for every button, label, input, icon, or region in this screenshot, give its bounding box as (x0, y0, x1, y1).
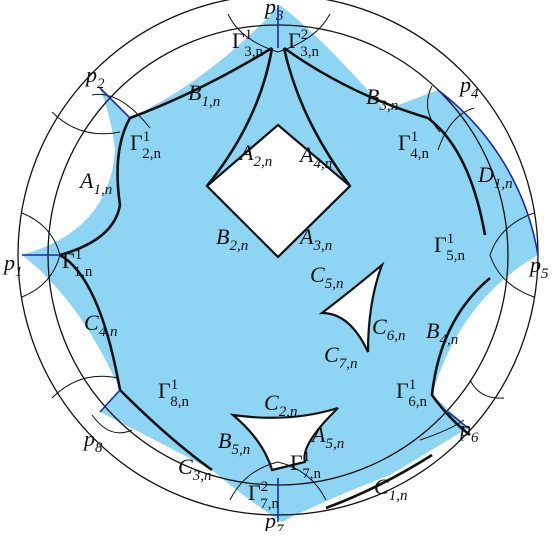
arc_labels-label-c4: C4,n (84, 310, 117, 340)
arc_labels-label-c2: C2,n (264, 390, 297, 420)
arc_labels-label-c5: C5,n (310, 262, 343, 292)
vertices-label-p4: p4 (458, 72, 479, 102)
gamma_labels-label-g51: Γ1 5,n (434, 231, 465, 264)
arc_labels-label-a3: A3,n (298, 224, 332, 254)
vertices-label-p5: p5 (528, 252, 549, 282)
gamma-labels: Γ1 3,n Γ2 3,n Γ1 2,n Γ1 4,n Γ1 1,n Γ1 5,n Γ1 8,n Γ1 6,n… (62, 27, 465, 512)
domain-boundary (59, 46, 491, 510)
arc_labels-label-c7: C7,n (324, 342, 357, 372)
gamma_labels-label-g21: Γ1 2,n (130, 129, 161, 162)
gamma_labels-label-g71: Γ1 7,n (290, 449, 321, 482)
blue-edges (22, 5, 539, 522)
shaded-region (22, 5, 538, 522)
vertices-label-p7: p7 (263, 508, 285, 531)
arc_labels-label-a5: A5,n (310, 422, 344, 452)
arc_labels-label-b2: B2,n (216, 224, 248, 254)
arc_labels-label-b1: B1,n (188, 80, 220, 110)
hole-small-triangle (318, 261, 385, 353)
vertices-label-p2: p2 (84, 62, 105, 92)
gamma_labels-label-g32: Γ2 3,n (288, 27, 319, 60)
arc_labels-label-c6: C6,n (372, 314, 405, 344)
gamma_labels-label-g61: Γ1 6,n (396, 377, 427, 410)
arc_labels-label-c1: C1,n (374, 474, 407, 504)
arc-labels: B1,n B3,n A1,n D1,n C4,n B4,n C3,n C1,n A2,n A4,n… (78, 80, 513, 504)
arc_labels-label-b4: B4,n (426, 318, 458, 348)
gamma_labels-label-g11: Γ1 1,n (62, 247, 93, 280)
vertices-label-p6: p6 (458, 416, 479, 446)
arc_labels-label-b5: B5,n (218, 428, 250, 458)
gamma_labels-label-g41: Γ1 4,n (398, 129, 429, 162)
arc_labels-label-a4: A4,n (298, 142, 332, 172)
arc_labels-label-c3: C3,n (178, 454, 211, 484)
vertices-label-p8: p8 (82, 426, 103, 456)
gamma_labels-label-g81: Γ1 8,n (158, 377, 189, 410)
gamma_labels-label-g72: Γ2 7,n (248, 479, 279, 512)
arc_labels-label-a1: A1,n (78, 168, 112, 198)
vertices-label-p3: p3 (263, 0, 284, 24)
arc_labels-label-d1: D1,n (477, 162, 513, 192)
arc_labels-label-a2: A2,n (238, 140, 272, 170)
arc_labels-label-b3: B3,n (366, 84, 398, 114)
construction-arcs (21, 13, 535, 501)
hole-diamond (205, 123, 352, 259)
gamma_labels-label-g31: Γ1 3,n (232, 27, 263, 60)
hole-bottom-triangle (229, 406, 339, 472)
vertices-label-p1: p1 (2, 250, 23, 280)
